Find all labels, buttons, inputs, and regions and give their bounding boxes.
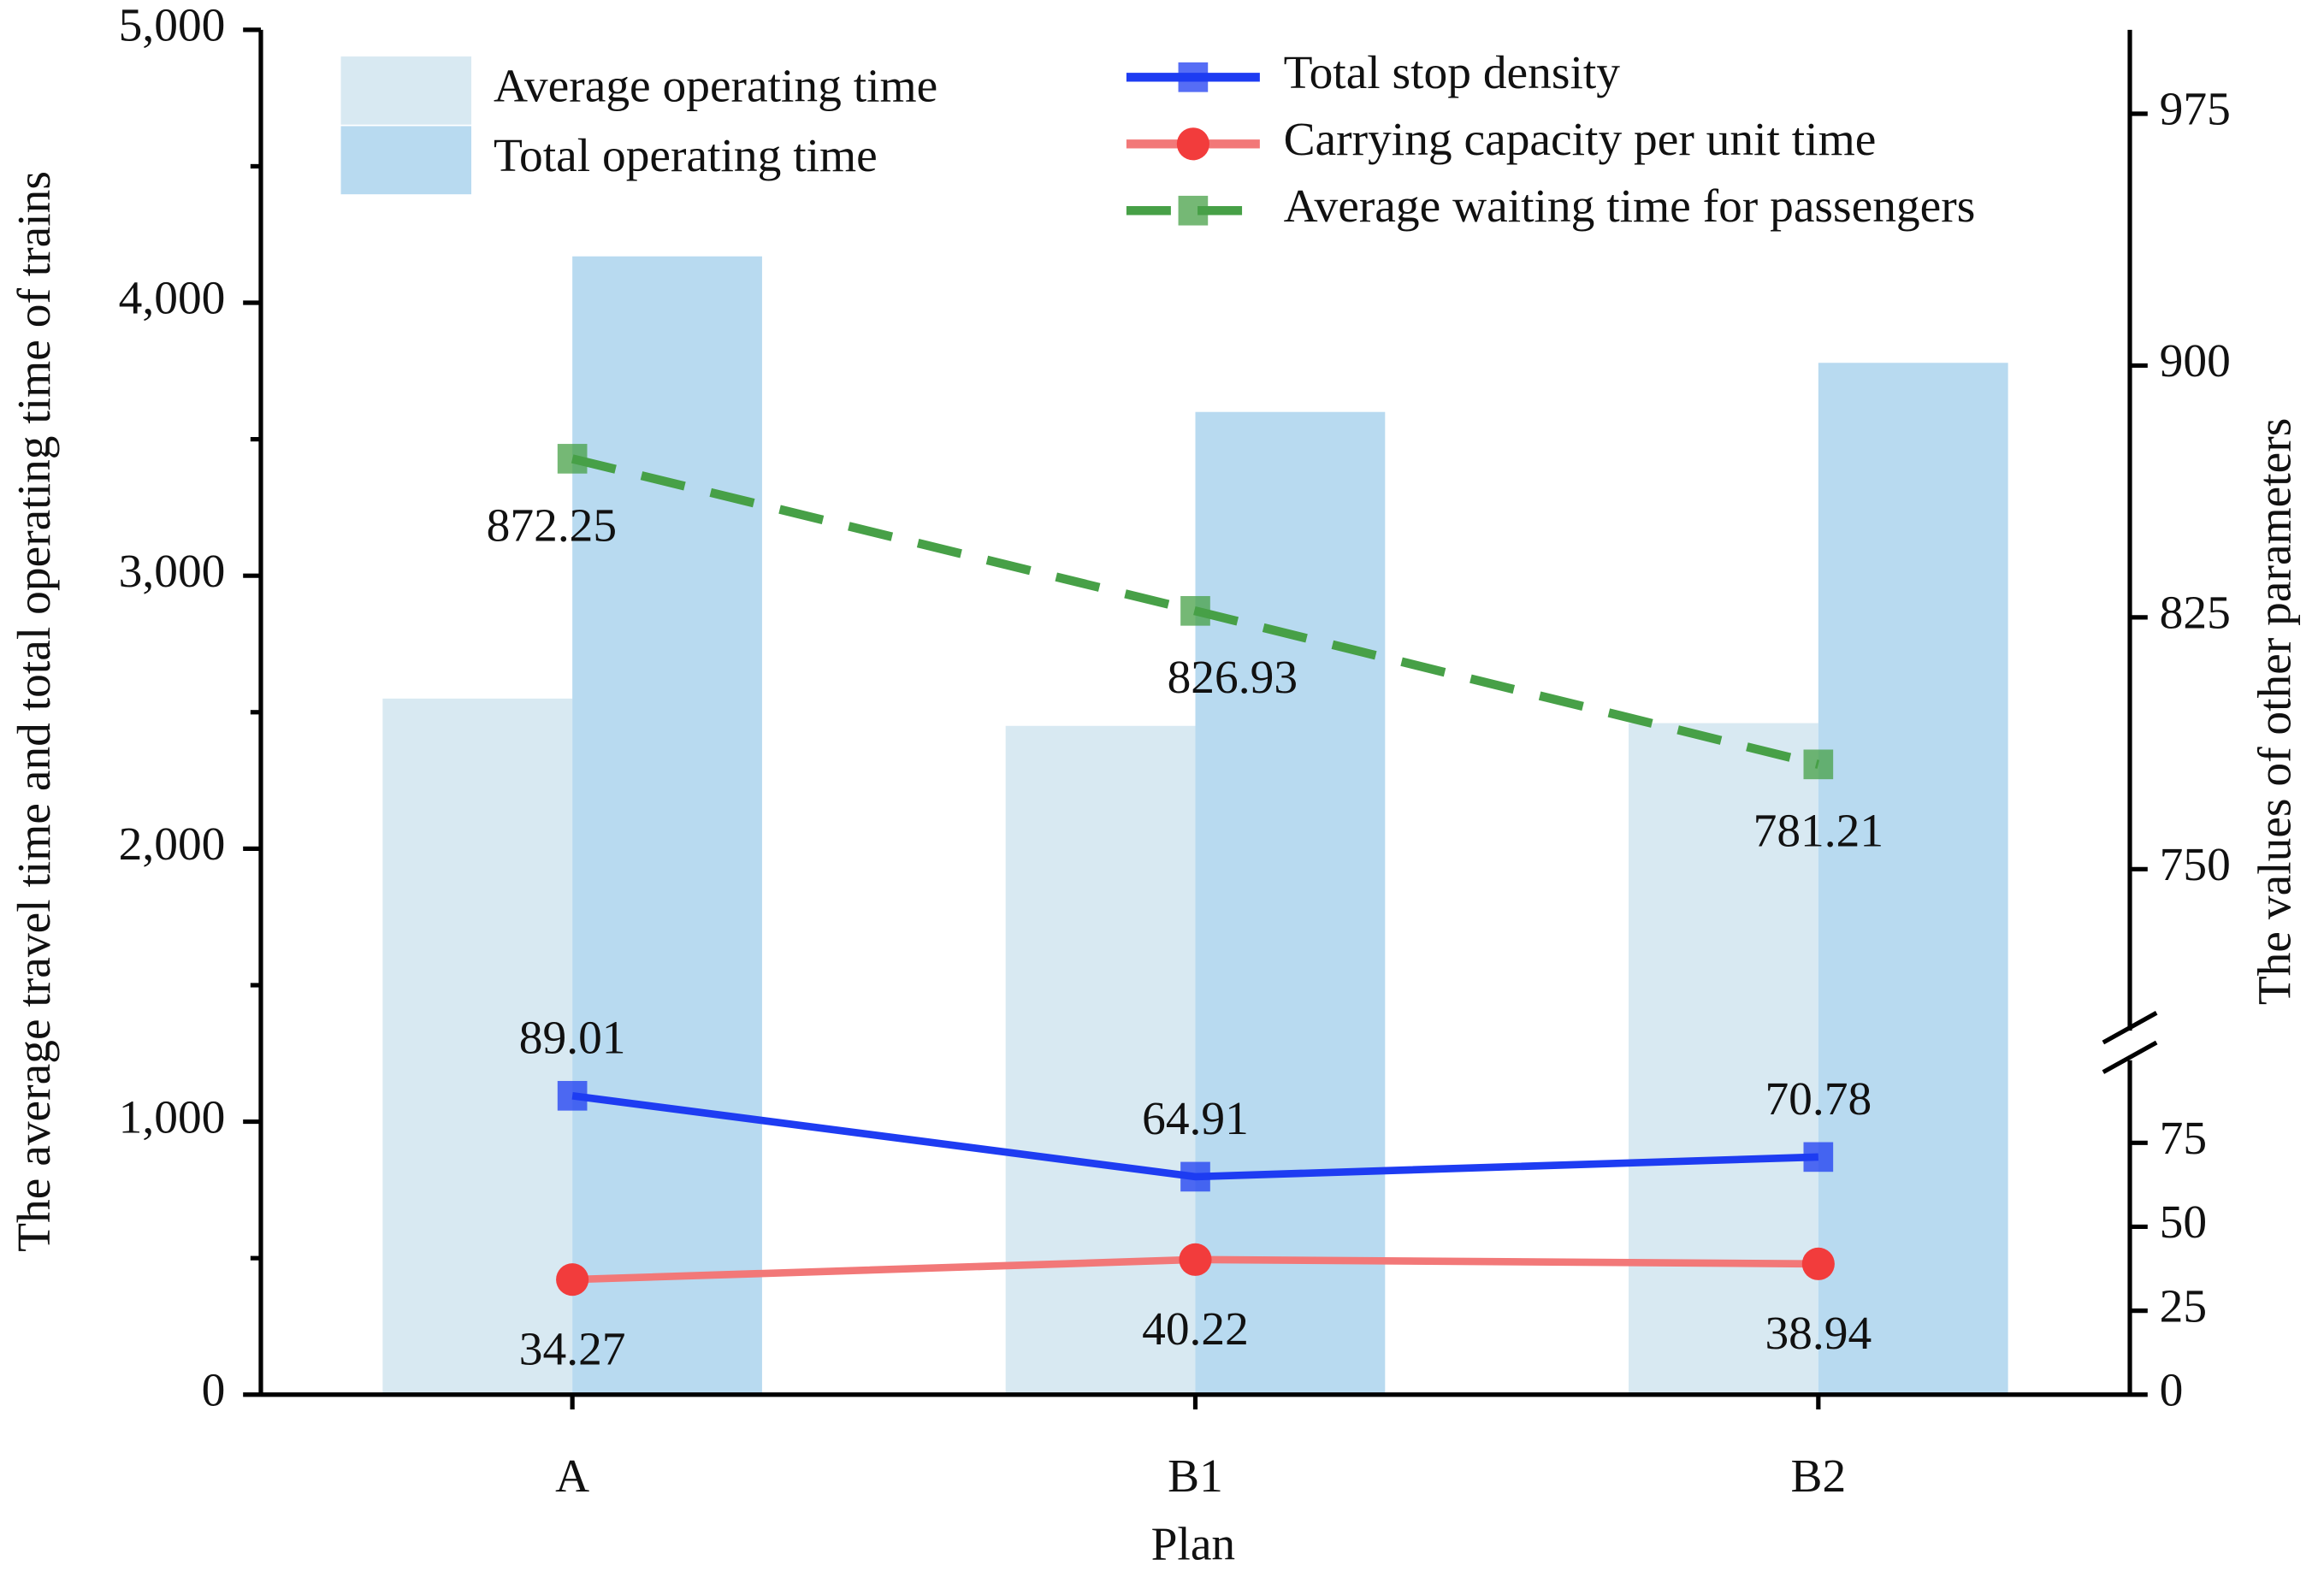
x-tick-label: B1: [1168, 1450, 1223, 1502]
marker: [1180, 1161, 1210, 1192]
marker: [1803, 1142, 1834, 1172]
x-tick-label: B2: [1790, 1450, 1846, 1502]
y2-tick-label: 0: [2160, 1363, 2184, 1415]
y2-tick-label: 50: [2160, 1196, 2207, 1248]
bar: [1818, 363, 2008, 1395]
bar: [1195, 411, 1386, 1395]
x-tick-label: A: [555, 1450, 589, 1502]
data-label: 38.94: [1765, 1307, 1872, 1359]
marker: [1178, 62, 1209, 92]
legend-label: Total operating time: [494, 129, 878, 181]
marker: [556, 1263, 589, 1297]
marker: [1803, 749, 1834, 780]
x-axis-label: Plan: [1151, 1518, 1236, 1570]
axis-break: [2102, 1040, 2158, 1074]
y2-tick-label: 900: [2160, 334, 2231, 387]
marker: [1180, 595, 1210, 626]
y2-tick-label: 975: [2160, 83, 2231, 135]
data-label: 40.22: [1142, 1302, 1249, 1355]
y2-tick-label: 825: [2160, 587, 2231, 639]
legend-label: Carrying capacity per unit time: [1284, 113, 1877, 165]
bar: [382, 698, 573, 1395]
legend-swatch: [340, 126, 472, 195]
marker: [1176, 127, 1209, 161]
legend-swatch: [340, 56, 472, 125]
bar: [1005, 725, 1196, 1395]
y-tick-label: 0: [202, 1363, 226, 1415]
y-axis-label: The average travel time and total operat…: [8, 171, 60, 1252]
legend-label: Total stop density: [1284, 46, 1621, 98]
bar: [572, 256, 762, 1395]
data-label: 781.21: [1753, 805, 1883, 857]
y2-tick-label: 75: [2160, 1112, 2207, 1164]
axis-break: [2102, 1011, 2158, 1045]
legend-label: Average waiting time for passengers: [1284, 180, 1976, 232]
y-tick-label: 1,000: [119, 1090, 226, 1143]
data-label: 826.93: [1168, 651, 1298, 703]
marker: [1179, 1243, 1212, 1276]
y2-tick-label: 25: [2160, 1279, 2207, 1332]
data-label: 89.01: [519, 1012, 626, 1064]
legend-label: Average operating time: [494, 60, 937, 112]
marker: [557, 1080, 588, 1111]
y-tick-label: 4,000: [119, 272, 226, 324]
y-tick-label: 2,000: [119, 818, 226, 870]
y2-tick-label: 750: [2160, 838, 2231, 890]
y-tick-label: 5,000: [119, 0, 226, 51]
marker: [557, 444, 588, 474]
data-label: 64.91: [1142, 1092, 1249, 1144]
y-tick-label: 3,000: [119, 545, 226, 597]
y2-axis-label: The values of other parameters: [2249, 418, 2301, 1006]
marker: [1178, 195, 1209, 226]
marker: [1801, 1247, 1835, 1280]
data-label: 34.27: [519, 1323, 626, 1375]
bar: [1629, 723, 1818, 1395]
data-label: 872.25: [487, 499, 617, 551]
data-label: 70.78: [1765, 1072, 1872, 1125]
